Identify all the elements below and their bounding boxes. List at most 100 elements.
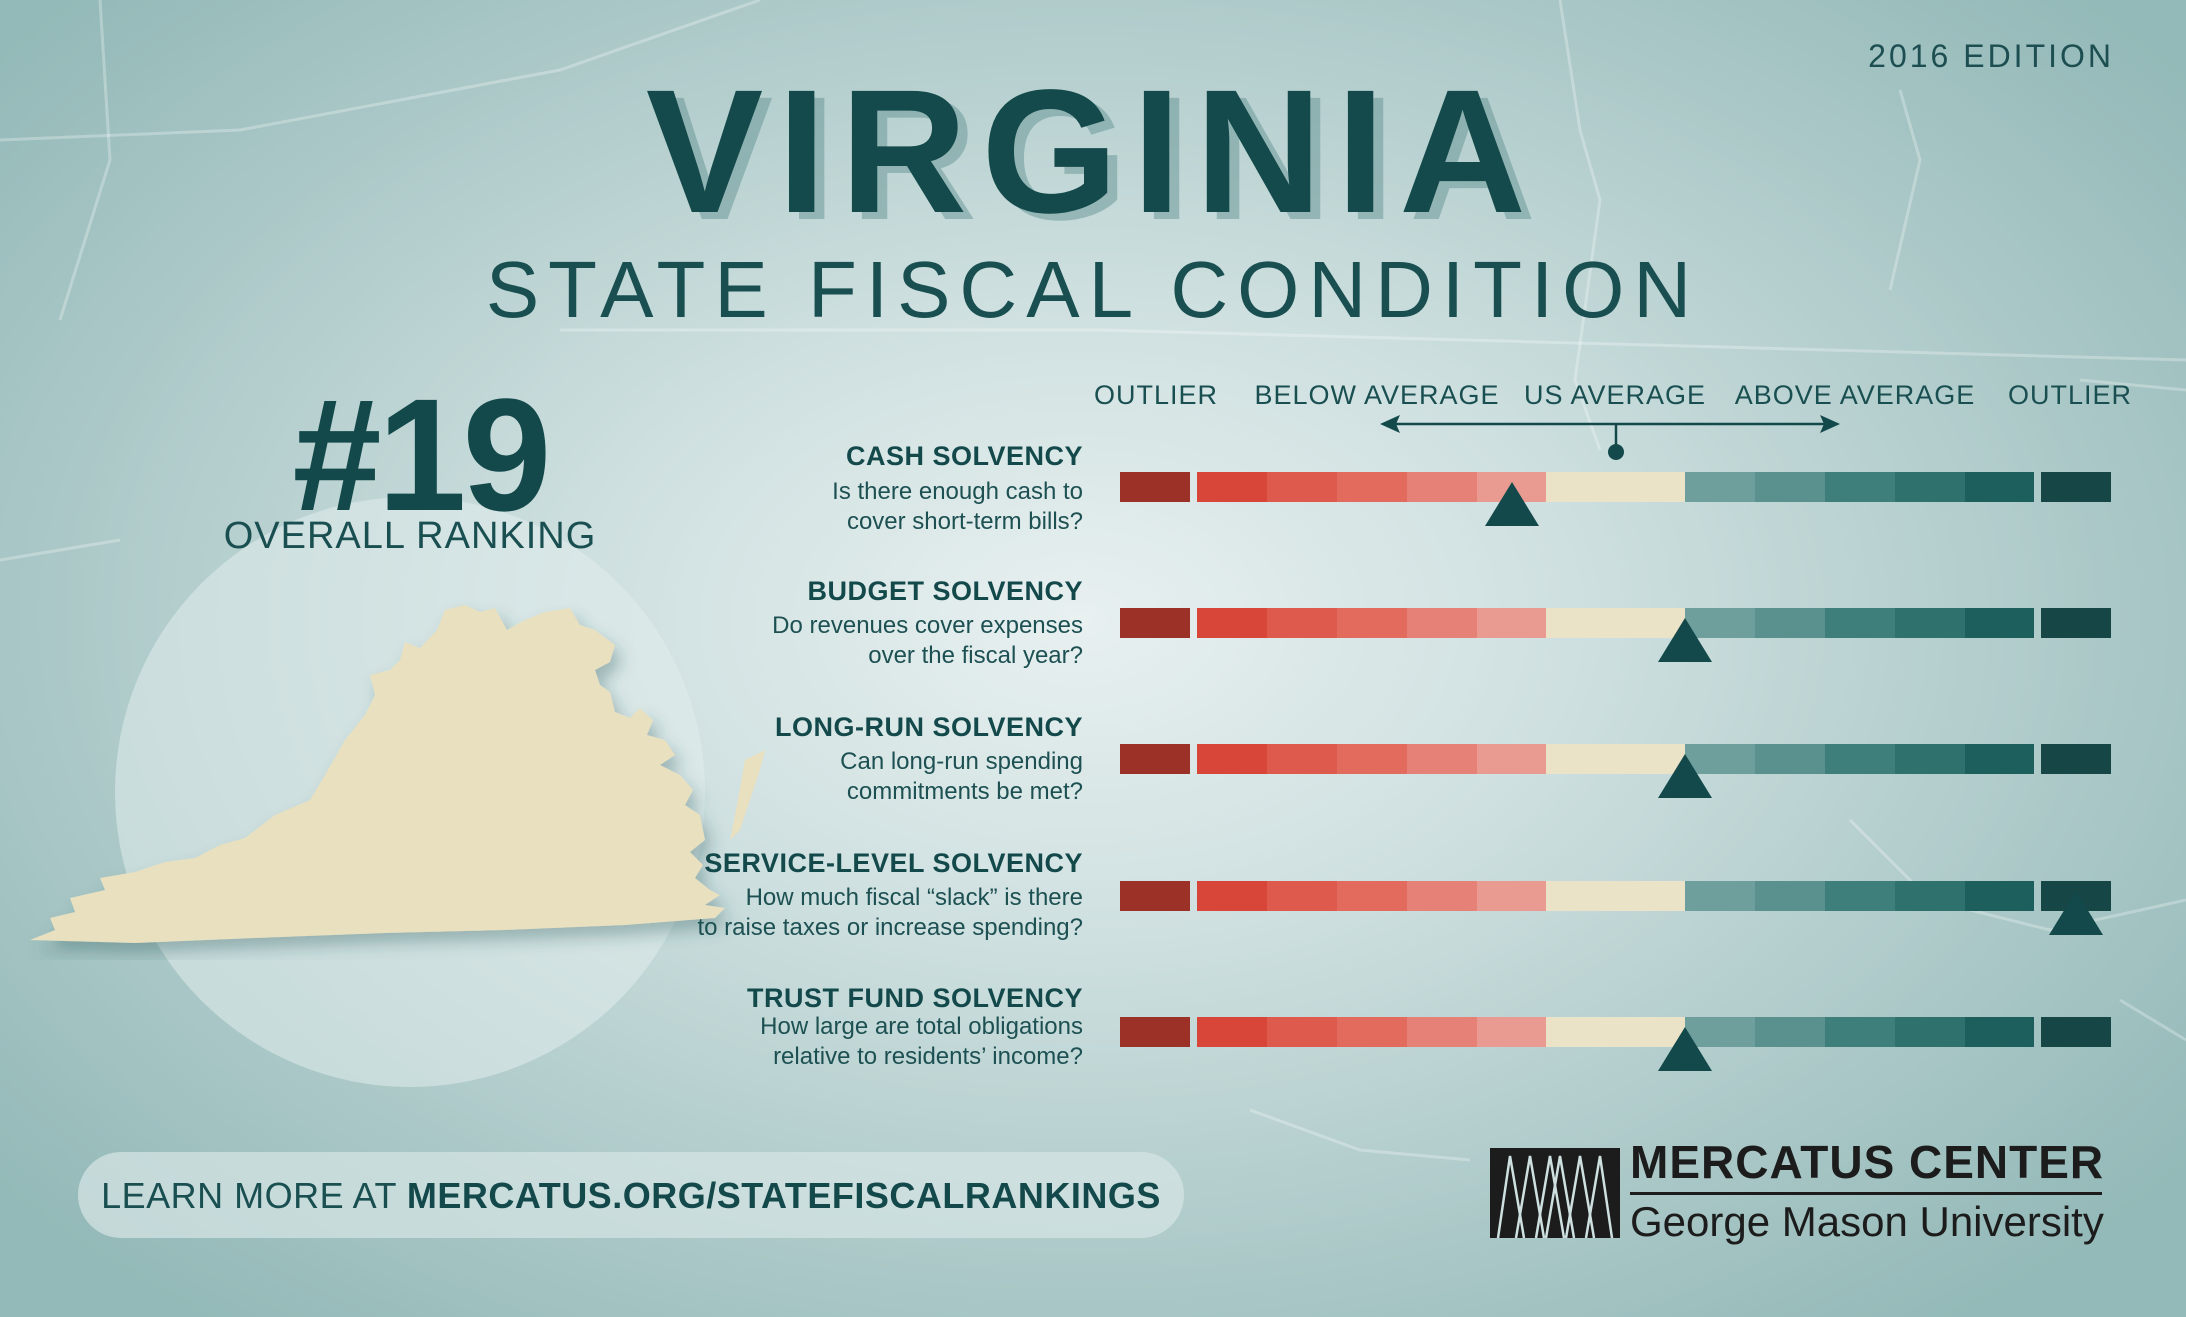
page-title: VIRGINIA: [645, 54, 1541, 250]
scale-segment: [1407, 1017, 1477, 1047]
scale-segment: [1407, 472, 1477, 502]
row-question-budget-2: over the fiscal year?: [868, 642, 1083, 669]
scale-segment: [1267, 472, 1337, 502]
row-question-trust-fund-1: How large are total obligations: [760, 1013, 1083, 1040]
scale-segment: [1267, 1017, 1337, 1047]
scale-segment: [1197, 472, 1267, 502]
scale-segment: [1407, 608, 1477, 638]
scale-segment: [1965, 608, 2034, 638]
scale-segment: [1477, 608, 1546, 638]
scale-segment: [1965, 881, 2034, 911]
scale-segment: [1477, 881, 1546, 911]
scale-bar-service-level: [1120, 881, 2111, 935]
overall-rank-number: #19: [292, 365, 552, 544]
scale-header-outlier-high: OUTLIER: [2007, 380, 2133, 410]
mercatus-logo-icon: [1490, 1148, 1620, 1238]
overall-rank-label: OVERALL RANKING: [223, 515, 597, 557]
row-question-budget-1: Do revenues cover expenses: [772, 612, 1083, 639]
page-subtitle: STATE FISCAL CONDITION: [485, 245, 1701, 334]
scale-segment: [1120, 744, 1190, 774]
scale-segment: [1755, 472, 1825, 502]
scale-segment: [1197, 608, 1267, 638]
scale-segment: [1895, 472, 1965, 502]
scale-segment: [2041, 608, 2111, 638]
scale-segment: [1337, 744, 1407, 774]
scale-segment: [1120, 472, 1190, 502]
position-marker: [1484, 482, 1539, 526]
scale-segment: [1337, 608, 1407, 638]
scale-segment: [2041, 1017, 2111, 1047]
scale-segment: [1197, 744, 1267, 774]
scale-segment: [1965, 472, 2034, 502]
scale-segment: [1197, 1017, 1267, 1047]
scale-header-us-average: US AVERAGE: [1523, 380, 1707, 410]
scale-segment: [1267, 744, 1337, 774]
scale-segment: [1407, 744, 1477, 774]
scale-segment: [1685, 472, 1755, 502]
scale-segment: [1197, 881, 1267, 911]
row-question-cash-1: Is there enough cash to: [832, 478, 1083, 505]
scale-segment: [2041, 472, 2111, 502]
scale-segment: [1685, 881, 1755, 911]
double-arrow-icon: [1380, 415, 1840, 460]
scale-bar-long-run: [1120, 744, 2111, 798]
scale-segment: [1965, 1017, 2034, 1047]
scale-segment: [1120, 608, 1190, 638]
scale-segment: [1477, 744, 1546, 774]
scale-segment: [1755, 881, 1825, 911]
scale-bar-trust-fund: [1120, 1017, 2111, 1071]
scale-segment: [1895, 744, 1965, 774]
row-question-long-run-1: Can long-run spending: [840, 748, 1083, 775]
row-question-service-level-1: How much fiscal “slack” is there: [745, 884, 1083, 911]
learn-more-pill: [78, 1152, 1184, 1238]
scale-segment: [1825, 608, 1895, 638]
scale-header-above-average: ABOVE AVERAGE: [1734, 380, 1976, 410]
scale-bar-budget: [1120, 608, 2111, 662]
row-question-service-level-2: to raise taxes or increase spending?: [697, 914, 1083, 941]
scale-segment: [1755, 608, 1825, 638]
row-title-cash: CASH SOLVENCY: [845, 441, 1083, 471]
scale-segment: [1825, 881, 1895, 911]
position-marker: [1658, 754, 1712, 798]
scale-segment: [1337, 881, 1407, 911]
scale-segment: [1895, 881, 1965, 911]
scale-segment: [1120, 881, 1190, 911]
row-title-budget: BUDGET SOLVENCY: [807, 576, 1083, 606]
learn-more-text: LEARN MORE AT MERCATUS.ORG/STATEFISCALRA…: [78, 1175, 1184, 1217]
virginia-state-icon: [30, 605, 765, 943]
row-title-trust-fund: TRUST FUND SOLVENCY: [746, 983, 1083, 1013]
scale-segment: [1965, 744, 2034, 774]
scale-segment: [1267, 608, 1337, 638]
row-title-long-run: LONG-RUN SOLVENCY: [774, 712, 1083, 742]
logo-subtitle: George Mason University: [1630, 1198, 2104, 1245]
row-question-long-run-2: commitments be met?: [846, 778, 1083, 805]
scale-segment: [1895, 608, 1965, 638]
scale-segment: [1755, 744, 1825, 774]
scale-segment: [1895, 1017, 1965, 1047]
scale-segment: [1267, 881, 1337, 911]
row-title-service-level: SERVICE-LEVEL SOLVENCY: [704, 848, 1083, 878]
logo-name: MERCATUS CENTER: [1630, 1136, 2105, 1188]
scale-bar-cash: [1120, 472, 2111, 526]
scale-segment: [1337, 472, 1407, 502]
scale-segment: [1120, 1017, 1190, 1047]
logo-divider: [1630, 1192, 2102, 1195]
scale-segment: [1477, 1017, 1546, 1047]
scale-segment: [2041, 744, 2111, 774]
row-question-trust-fund-2: relative to residents’ income?: [773, 1043, 1083, 1070]
scale-segment: [1337, 1017, 1407, 1047]
scale-header-outlier-low: OUTLIER: [1093, 380, 1219, 410]
position-marker: [2049, 891, 2103, 935]
scale-segment: [1546, 881, 1685, 911]
position-marker: [1658, 618, 1712, 662]
scale-segment: [1546, 472, 1685, 502]
scale-segment: [1825, 1017, 1895, 1047]
position-marker: [1658, 1027, 1712, 1071]
scale-header-below-average: BELOW AVERAGE: [1254, 380, 1500, 410]
learn-more-prefix: LEARN MORE AT: [101, 1175, 407, 1216]
edition-label: 2016 EDITION: [1868, 38, 2114, 74]
scale-segment: [1407, 881, 1477, 911]
row-question-cash-2: cover short-term bills?: [846, 508, 1083, 535]
learn-more-link[interactable]: MERCATUS.ORG/STATEFISCALRANKINGS: [406, 1175, 1161, 1216]
